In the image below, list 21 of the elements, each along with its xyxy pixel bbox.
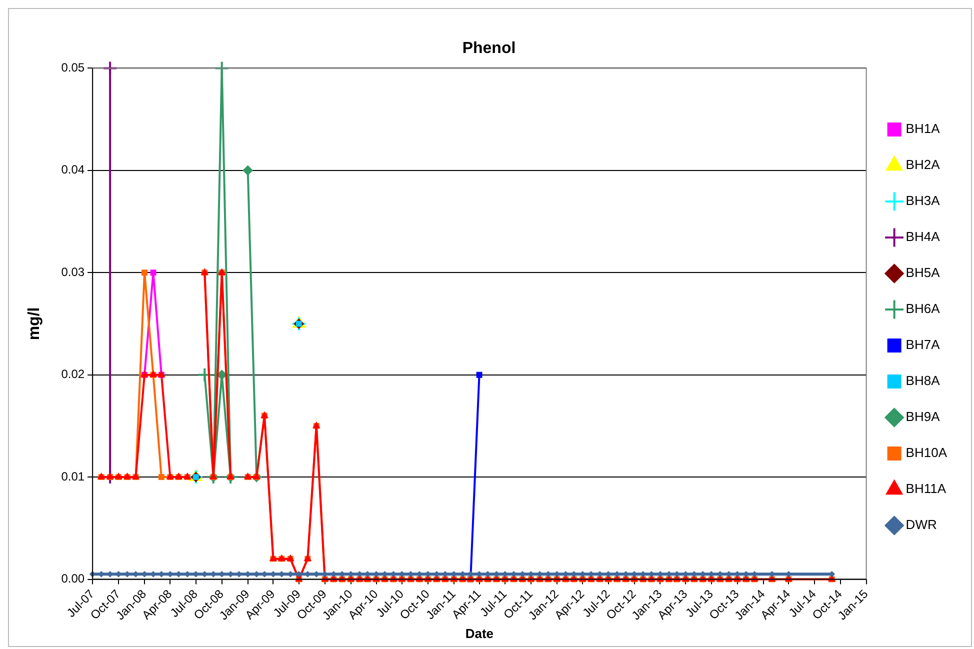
legend-label: BH3A (906, 193, 940, 208)
y-tick-label: 0.00 (61, 572, 85, 586)
legend-label: BH2A (906, 157, 940, 172)
y-tick-label: 0.05 (61, 60, 85, 75)
y-axis-title: mg/l (26, 307, 44, 340)
legend-label: BH1A (906, 121, 940, 136)
legend-label: BH6A (906, 301, 940, 316)
legend-label: BH4A (906, 229, 940, 244)
y-tick-label: 0.01 (61, 469, 85, 484)
legend-label: BH5A (906, 265, 940, 280)
legend-label: BH7A (906, 337, 940, 352)
x-axis-title: Date (465, 626, 494, 641)
legend-label: BH9A (906, 409, 940, 424)
y-tick-label: 0.03 (61, 264, 85, 279)
legend-label: BH8A (906, 373, 940, 388)
legend-label: BH10A (906, 445, 948, 460)
chart-title: Phenol (462, 40, 516, 58)
y-tick-label: 0.04 (61, 162, 85, 177)
y-tick-label: 0.02 (61, 367, 85, 382)
legend-label: DWR (906, 517, 937, 532)
legend-label: BH11A (906, 481, 946, 496)
